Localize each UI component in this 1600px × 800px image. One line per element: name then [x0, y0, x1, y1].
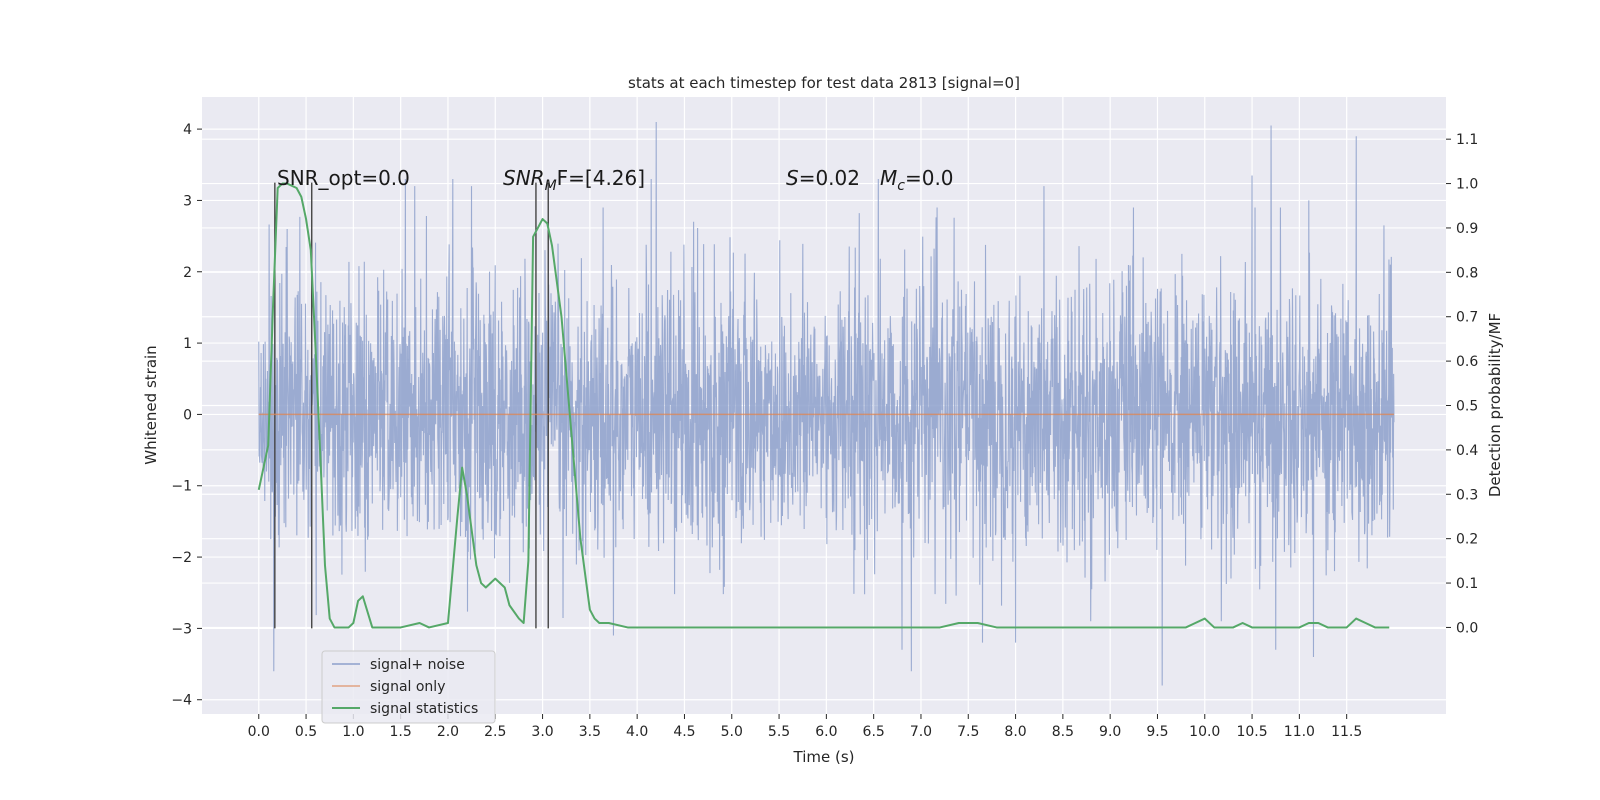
y-tick-label-7: 3 [183, 193, 192, 209]
y-tick-label-3: −1 [171, 479, 192, 495]
series-signal-noise-line [258, 121, 1395, 686]
y2-tick-label-5: 0.5 [1456, 399, 1478, 415]
x-tick-label-3: 1.5 [390, 724, 412, 740]
x-tick-label-5: 2.5 [484, 724, 506, 740]
legend-label-noise: signal+ noise [370, 657, 465, 673]
annotation-s-main: S [786, 166, 799, 190]
y2-tick-label-4: 0.4 [1456, 443, 1478, 459]
y2-tick-label-7: 0.7 [1456, 310, 1478, 326]
x-tick-label-11: 5.5 [768, 724, 790, 740]
legend: signal+ noise signal only signal statist… [321, 650, 496, 724]
annotation-mc-rest: =0.0 [905, 166, 954, 190]
x-tick-label-0: 0.0 [248, 724, 270, 740]
y2-tick-label-6: 0.6 [1456, 354, 1478, 370]
line-series [257, 182, 1394, 629]
annotation-snr-mf-main: SNR [503, 166, 545, 190]
x-tick-label-19: 9.5 [1146, 724, 1168, 740]
annotation-snr-mf: SNRMF=[4.26] [503, 166, 645, 194]
x-axis-label: Time (s) [793, 748, 855, 766]
x-tick-label-10: 5.0 [721, 724, 743, 740]
annotation-s: S=0.02 [786, 166, 860, 190]
x-tick-label-4: 2.0 [437, 724, 459, 740]
x-tick-label-23: 11.5 [1331, 724, 1362, 740]
annotation-mc-main: M [880, 166, 897, 190]
y-tick-label-6: 2 [183, 265, 192, 281]
series-signal-statistics-line [257, 182, 1390, 629]
x-tick-label-8: 4.0 [626, 724, 648, 740]
x-tick-label-17: 8.5 [1052, 724, 1074, 740]
legend-label-signal: signal only [370, 679, 445, 695]
legend-box [321, 650, 496, 724]
y2-tick-label-11: 1.1 [1456, 132, 1478, 148]
y2-tick-label-10: 1.0 [1456, 177, 1478, 193]
annotation-snr-opt: SNR_opt=0.0 [277, 166, 410, 190]
legend-label-stats: signal statistics [370, 701, 478, 717]
y2-tick-label-2: 0.2 [1456, 532, 1478, 548]
y-tick-label-2: −2 [171, 550, 192, 566]
y2-tick-label-1: 0.1 [1456, 576, 1478, 592]
y2-tick-label-9: 0.9 [1456, 221, 1478, 237]
y-tick-label-5: 1 [183, 336, 192, 352]
y-tick-label-0: −4 [171, 693, 192, 709]
annotation-mc-sub: c [897, 178, 905, 194]
x-tick-label-22: 11.0 [1284, 724, 1315, 740]
chart-title: stats at each timestep for test data 281… [628, 74, 1020, 92]
y2-tick-label-3: 0.3 [1456, 487, 1478, 503]
y-tick-label-4: 0 [183, 407, 192, 423]
x-tick-label-14: 7.0 [910, 724, 932, 740]
y-axis-label: Whitened strain [142, 345, 160, 464]
annotation-s-rest: =0.02 [799, 166, 860, 190]
x-axis-ticks: 0.0 0.5 1.0 1.5 2.0 2.5 3.0 3.5 4.0 4.5 5.0 5.5 6.0 6… [248, 714, 1362, 740]
x-tick-label-9: 4.5 [673, 724, 695, 740]
x-tick-label-13: 6.5 [863, 724, 885, 740]
y-tick-label-1: −3 [171, 621, 192, 637]
x-tick-label-16: 8.0 [1004, 724, 1026, 740]
y2-axis-label: Detection probability/MF [1486, 313, 1504, 497]
signal-noise-series [258, 121, 1395, 686]
y-tick-label-8: 4 [183, 122, 192, 138]
y2-tick-label-0: 0.0 [1456, 620, 1478, 636]
x-tick-label-2: 1.0 [342, 724, 364, 740]
x-tick-label-15: 7.5 [957, 724, 979, 740]
x-tick-label-12: 6.0 [815, 724, 837, 740]
x-tick-label-20: 10.0 [1189, 724, 1220, 740]
x-tick-label-6: 3.0 [531, 724, 553, 740]
annotation-snr-mf-sub: M [545, 178, 557, 194]
annotation-snr-mf-rest: F=[4.26] [557, 166, 645, 190]
y2-axis-ticks: 0.0 0.1 0.2 0.3 0.4 0.5 0.6 0.7 0.8 0.9 1.0 1.1 [1446, 132, 1478, 636]
annotation-mc: Mc=0.0 [880, 166, 954, 194]
x-tick-label-7: 3.5 [579, 724, 601, 740]
x-tick-label-21: 10.5 [1236, 724, 1267, 740]
y2-tick-label-8: 0.8 [1456, 265, 1478, 281]
x-tick-label-1: 0.5 [295, 724, 317, 740]
x-tick-label-18: 9.0 [1099, 724, 1121, 740]
y-axis-ticks: −4 −3 −2 −1 0 1 2 3 4 [171, 122, 202, 709]
